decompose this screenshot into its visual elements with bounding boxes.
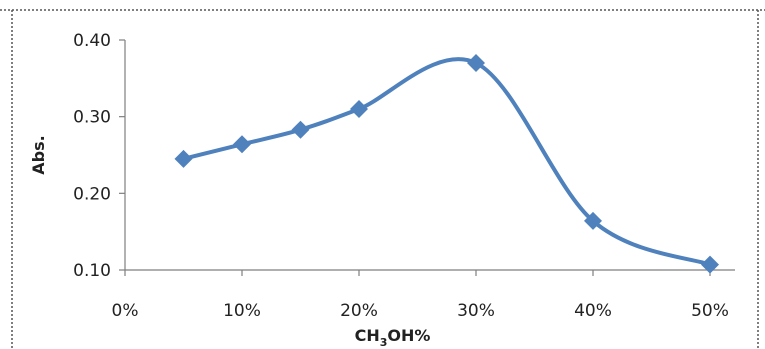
series-line bbox=[181, 57, 712, 267]
x-tick-label: 0% bbox=[112, 301, 139, 321]
x-tick-label: 10% bbox=[223, 301, 261, 321]
y-axis-title: Abs. bbox=[29, 135, 48, 174]
x-tick-label: 30% bbox=[457, 301, 495, 321]
data-point-marker bbox=[350, 100, 368, 118]
y-tick-label: 0.30 bbox=[73, 108, 111, 128]
y-tick-label: 0.40 bbox=[73, 31, 111, 51]
data-point-marker bbox=[291, 120, 310, 139]
data-point-marker bbox=[701, 255, 719, 274]
x-tick-label: 40% bbox=[574, 301, 612, 321]
data-point-marker bbox=[584, 211, 602, 230]
y-tick-label: 0.20 bbox=[73, 184, 111, 204]
x-tick-label: 50% bbox=[691, 301, 729, 321]
y-ticks: 0.10 0.20 0.30 0.40 bbox=[73, 31, 125, 281]
x-axis-title-rest: OH% bbox=[387, 326, 430, 345]
x-axis-title-main: CH bbox=[355, 326, 380, 345]
x-ticks: 0% 10% 20% 30% 40% 50% bbox=[112, 270, 729, 321]
data-point-marker bbox=[233, 135, 251, 154]
data-point-marker bbox=[467, 54, 485, 72]
x-tick-label: 20% bbox=[340, 301, 378, 321]
axes bbox=[124, 40, 735, 271]
x-axis-title-subscript: 3 bbox=[380, 336, 388, 349]
series-layer bbox=[174, 54, 719, 274]
x-axis-title: CH3OH% bbox=[355, 326, 431, 349]
data-point-marker bbox=[174, 149, 193, 168]
y-tick-label: 0.10 bbox=[73, 261, 111, 281]
